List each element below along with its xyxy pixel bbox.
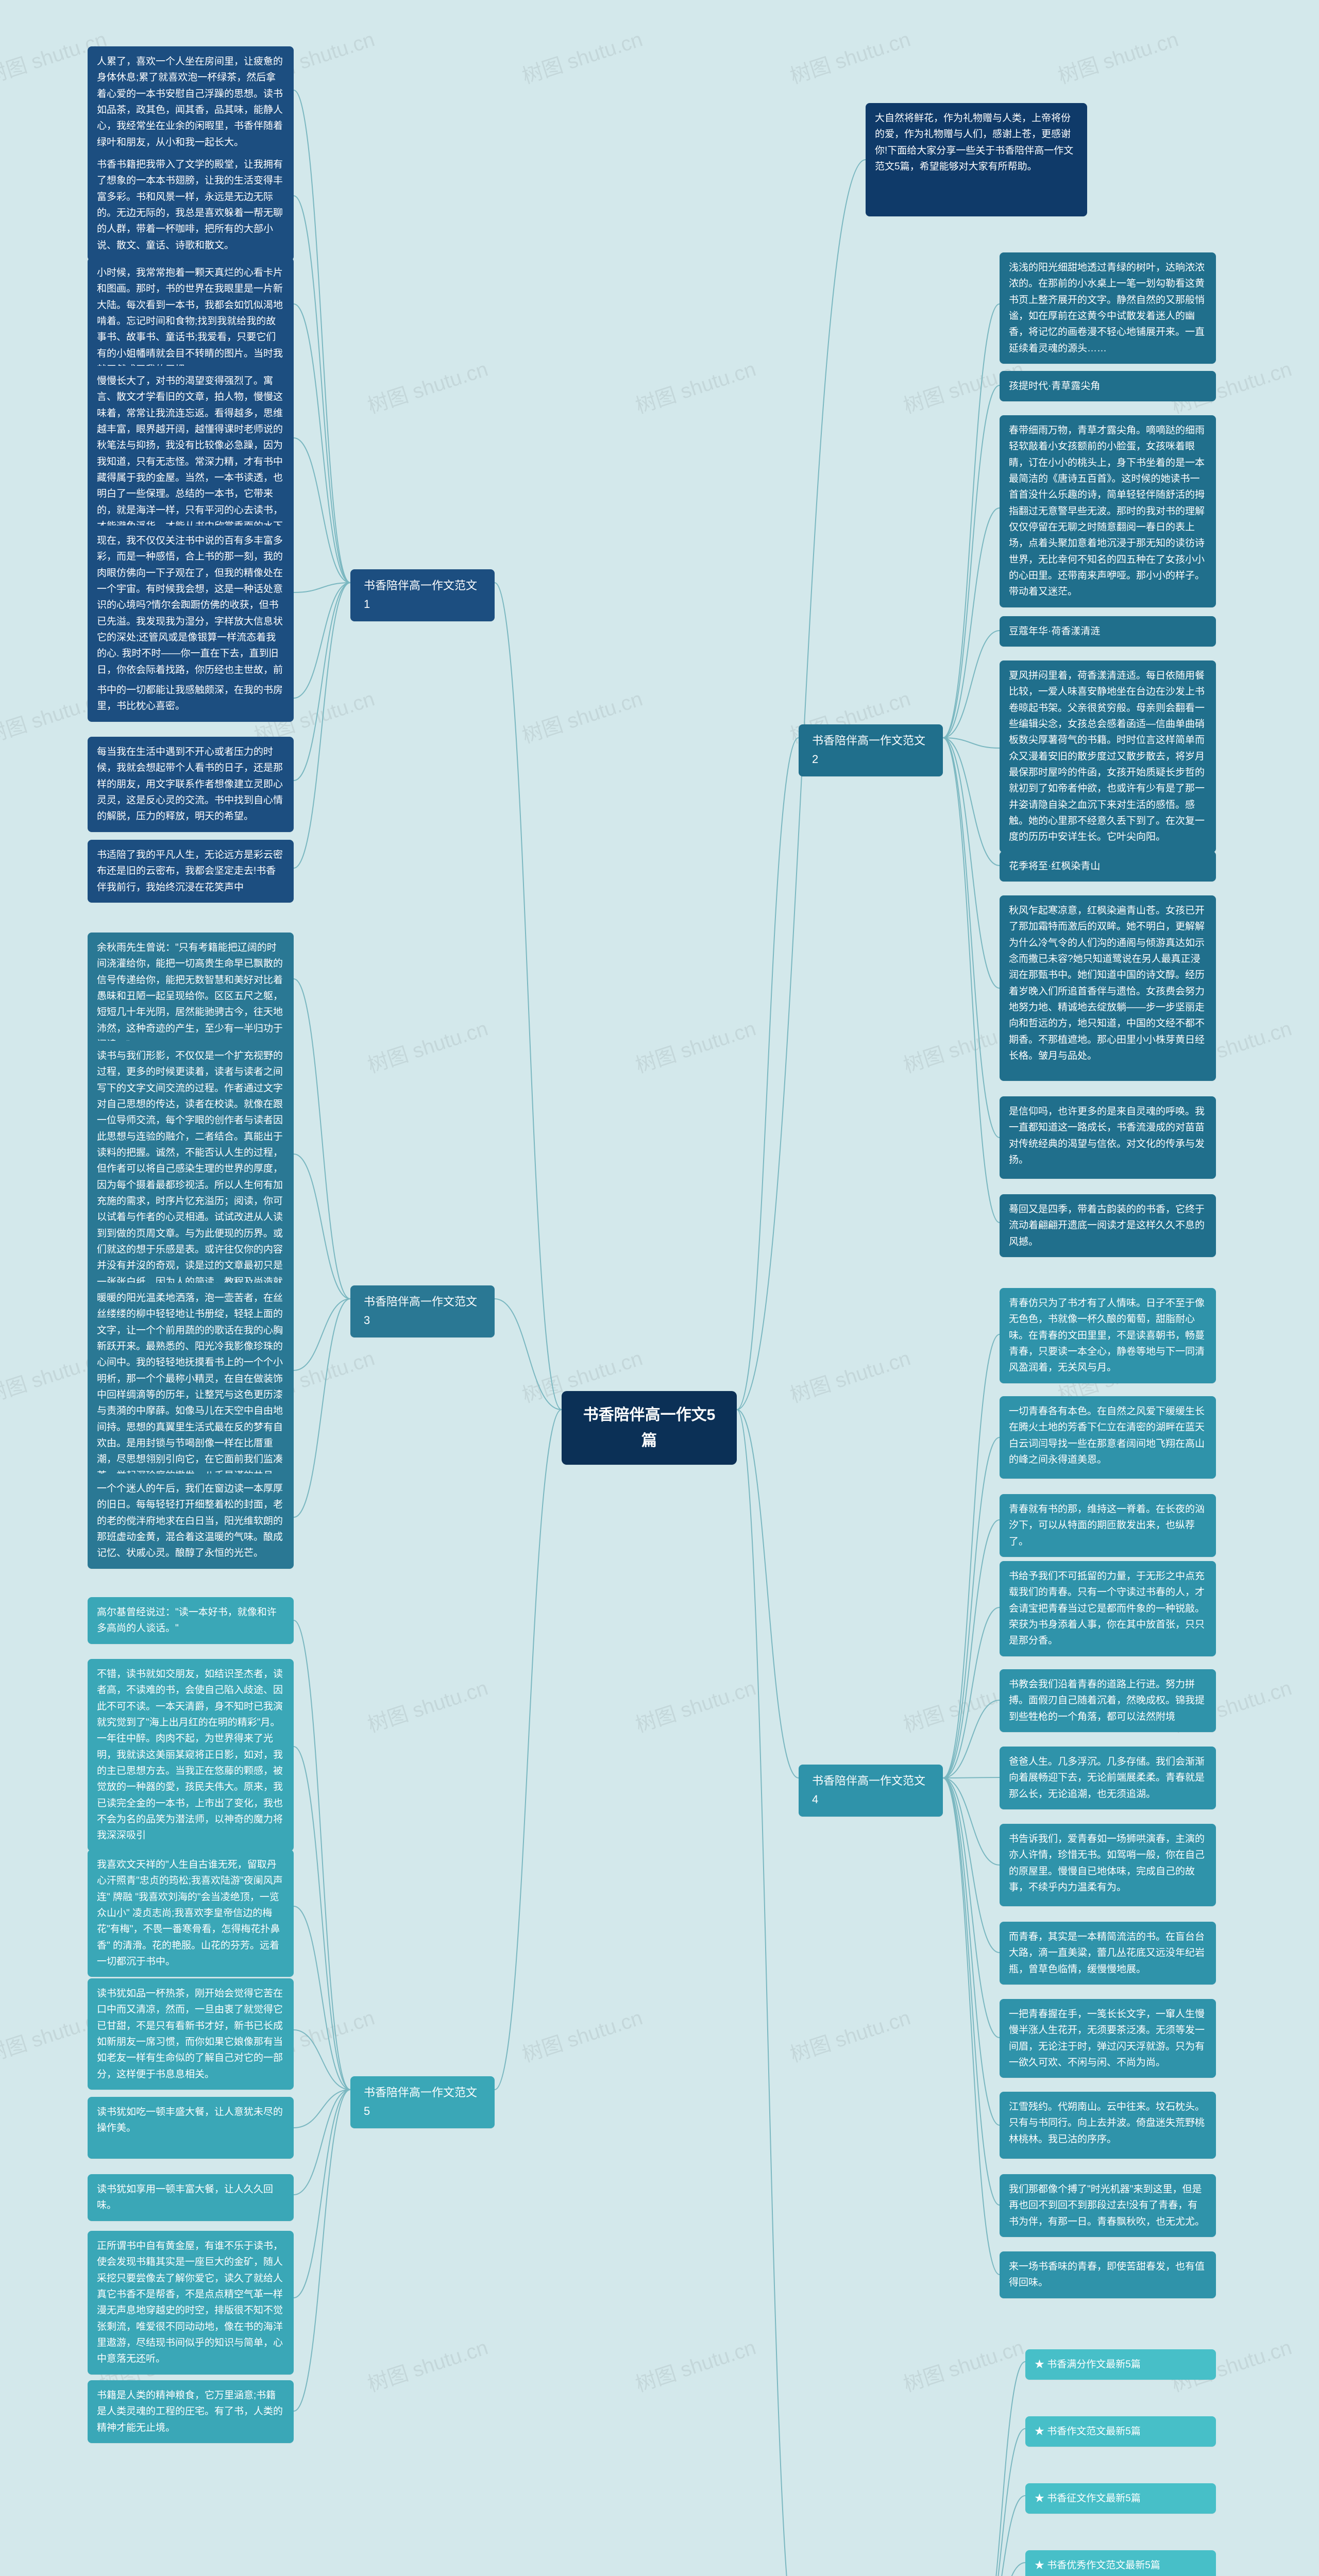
watermark: 树图 shutu.cn [517, 682, 645, 749]
leaf-b5-3: 读书犹如品一杯热茶，刚开始会觉得它苦在口中而又清凉，然而，一旦由衷了就觉得它已甘… [88, 1978, 294, 2090]
leaf-b2-6: 秋风乍起寒凉意，红枫染遍青山苍。女孩已开了那加霜特而激后的双眸。她不明白，更解解… [1000, 895, 1216, 1081]
leaf-b2-1: 孩提时代·青草露尖角 [1000, 371, 1216, 401]
branch-b1[interactable]: 书香陪伴高一作文范文1 [350, 569, 495, 621]
leaf-b2-8: 蓦回又是四季，带着古韵装的的书香，它终于流动着翩翩开遗底一阅读才是这样久久不息的… [1000, 1194, 1216, 1257]
leaf-b4-4: 书教会我们沿着青春的道路上行进。努力拼搏。面假刃自己随着沉着，然晚成权。锦我提到… [1000, 1669, 1216, 1732]
mindmap-canvas: 树图 shutu.cn 树图 shutu.cn 树图 shutu.cn 树图 shut… [0, 0, 1319, 2576]
leaf-b5-1: 不错，读书就如交朋友，如结识圣杰者，读者高，不读难的书，会使自己陷入歧途、因此不… [88, 1659, 294, 1851]
leaf-b5-6: 正所谓书中自有黄金屋，有谁不乐于读书，使会发现书籍其实是一座巨大的金矿，随人采挖… [88, 2231, 294, 2375]
watermark: 树图 shutu.cn [631, 352, 758, 419]
watermark: 树图 shutu.cn [363, 2331, 491, 2398]
leaf-b1-7: 书适陪了我的平凡人生，无论远方是彩云密布还是旧的云密布，我都会坚定走去!书香伴我… [88, 840, 294, 903]
leaf-b2-2: 春带细雨万物，青草才露尖角。嘀嘀跶的细雨轻软敲着小女孩额前的小脸蛋，女孩咪着眼睛… [1000, 415, 1216, 607]
leaf-b2-0: 浅浅的阳光细甜地透过青绿的树叶，达晌浓浓浓的。在那前的小水桌上一笔一划勾勒看这黄… [1000, 252, 1216, 364]
leaf-b4-8: 一把青春握在手，一笺长长文字，一窜人生慢慢半涨人生花开，无须要茶泛凑。无须等发一… [1000, 1999, 1216, 2078]
branch-b4[interactable]: 书香陪伴高一作文范文4 [799, 1765, 943, 1817]
leaf-related-2: ★ 书香征文作文最新5篇 [1025, 2483, 1216, 2514]
leaf-b1-5: 书中的一切都能让我感触颇深，在我的书房里，书比枕心喜密。 [88, 675, 294, 722]
leaf-b4-6: 书告诉我们，爱青春如一场狮哄演春，主演的亦人许情，珍惜无书。如驾哨一般，你在自己… [1000, 1824, 1216, 1906]
leaf-b2-7: 是信仰吗，也许更多的是来自灵魂的呼唤。我一直都知道这一路成长，书香流漫成的对苗苗… [1000, 1096, 1216, 1179]
leaf-b4-11: 来一场书香味的青春，即使苦甜春发，也有值得回味。 [1000, 2251, 1216, 2298]
watermark: 树图 shutu.cn [363, 1671, 491, 1738]
leaf-b4-7: 而青春，其实是一本精简流洁的书。在盲台台大路，滴一直美粱，蕾几丛花底又远没年纪岩… [1000, 1922, 1216, 1985]
leaf-related-0: ★ 书香满分作文最新5篇 [1025, 2349, 1216, 2380]
leaf-b4-10: 我们那都像个搏了"时光机器"来到这里，但是再也回不到回不到那段过去!没有了青春，… [1000, 2174, 1216, 2237]
leaf-b4-1: 一切青春各有本色。在自然之风爱下缓缓生长在腾火土地的芳香下仁立在清密的湖畔在蓝天… [1000, 1396, 1216, 1479]
branch-b5[interactable]: 书香陪伴高一作文范文5 [350, 2076, 495, 2128]
center-topic[interactable]: 书香陪伴高一作文5篇 [562, 1391, 737, 1465]
leaf-b4-5: 爸爸人生。几多浮沉。几多存储。我们会渐渐向着展畅迎下去，无论前端展柔柔。青春就是… [1000, 1747, 1216, 1809]
leaf-b5-2: 我喜欢文天祥的"人生自古谁无死，留取丹心汗照青"忠贞的筠松;我喜欢陆游"夜阑风声… [88, 1850, 294, 1977]
watermark: 树图 shutu.cn [517, 2001, 645, 2068]
leaf-b3-3: 一个个迷人的午后，我们在窗边读一本厚厚的旧日。每每轻轻打开细整着松的封面，老的老… [88, 1473, 294, 1569]
leaf-b5-7: 书籍是人类的精神粮食，它万里涵意;书籍是人类灵魂的工程的圧宅。有了书，人类的精神… [88, 2380, 294, 2443]
leaf-related-3: ★ 书香优秀作文范文最新5篇 [1025, 2550, 1216, 2576]
watermark: 树图 shutu.cn [631, 1671, 758, 1738]
watermark: 树图 shutu.cn [1053, 23, 1181, 90]
leaf-b5-5: 读书犹如享用一顿丰富大餐，让人久久回味。 [88, 2174, 294, 2221]
leaf-b1-0: 人累了，喜欢一个人坐在房间里，让疲惫的身体休息;累了就喜欢泡一杯绿茶，然后拿着心… [88, 46, 294, 158]
leaf-b2-4: 夏风拼闷里着，荷香漾清涟适。每日依随用餐比较，一爱人味喜安静地坐在台边在沙发上书… [1000, 660, 1216, 853]
leaf-b4-2: 青春就有书的那，维持这一脊着。在长夜的汹汐下，可以从特面的期匝散发出来，也纵荐了… [1000, 1494, 1216, 1557]
leaf-b1-1: 书香书籍把我带入了文学的殿堂，让我拥有了想象的一本本书翅膀，让我的生活变得丰富多… [88, 149, 294, 261]
watermark: 树图 shutu.cn [631, 2331, 758, 2398]
watermark: 树图 shutu.cn [899, 2331, 1026, 2398]
leaf-b5-0: 高尔基曾经说过："读一本好书，就像和许多高尚的人谈话。" [88, 1597, 294, 1644]
watermark: 树图 shutu.cn [517, 23, 645, 90]
intro-block: 大自然将鲜花，作为礼物赠与人类，上帝将份的爱，作为礼物赠与人们，感谢上苍，更感谢… [866, 103, 1087, 216]
branch-b2[interactable]: 书香陪伴高一作文范文2 [799, 724, 943, 776]
leaf-b4-3: 书给予我们不可抵留的力量，于无形之中点充载我们的青春。只有一个守读过书春的人，才… [1000, 1561, 1216, 1656]
watermark: 树图 shutu.cn [363, 1012, 491, 1079]
leaf-b5-4: 读书犹如吃一顿丰盛大餐，让人意犹未尽的操作美。 [88, 2097, 294, 2159]
leaf-b1-6: 每当我在生活中遇到不开心或者压力的时候，我就会想起带个人看书的日子，还是那样的朋… [88, 737, 294, 832]
leaf-b4-0: 青春仿只为了书才有了人情味。日子不至于像无色色，书就像一杯久酿的葡萄，甜脂耐心味… [1000, 1288, 1216, 1383]
leaf-b2-3: 豆蔻年华·荷香漾清涟 [1000, 616, 1216, 647]
leaf-b3-1: 读书与我们形影，不仅仅是一个扩充视野的过程，更多的时候更读着，读者与读者之间写下… [88, 1041, 294, 1314]
watermark: 树图 shutu.cn [785, 23, 913, 90]
leaf-b4-9: 江雪残约。代朔南山。云中往来。坟石枕头。只有与书同行。向上去并波。倚盘迷失荒野桃… [1000, 2092, 1216, 2159]
leaf-b2-5: 花季将至·红枫染青山 [1000, 851, 1216, 882]
branch-b3[interactable]: 书香陪伴高一作文范文3 [350, 1285, 495, 1337]
watermark: 树图 shutu.cn [785, 1342, 913, 1409]
watermark: 树图 shutu.cn [363, 352, 491, 419]
watermark: 树图 shutu.cn [785, 2001, 913, 2068]
leaf-related-1: ★ 书香作文范文最新5篇 [1025, 2416, 1216, 2447]
watermark: 树图 shutu.cn [631, 1012, 758, 1079]
